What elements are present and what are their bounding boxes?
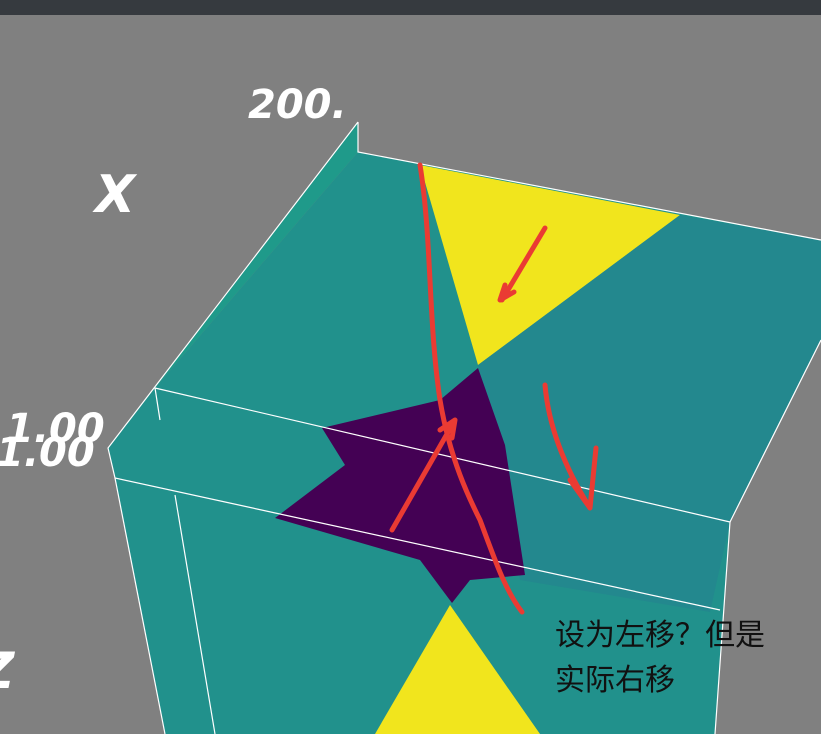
volume-box [107, 121, 821, 734]
axis-label: Z [0, 642, 16, 700]
box-edge [107, 121, 721, 611]
drawn-arrow [389, 417, 458, 533]
axis-label: X [92, 165, 138, 225]
annotation-text: 设为左移？但是 [555, 618, 765, 653]
axis-tick-label: 1.00 [6, 406, 105, 452]
annotations: 设为左移？但是 实际右移 [389, 162, 765, 698]
top-bar [0, 0, 821, 15]
annotation-text: 实际右移 [555, 663, 675, 698]
box-edge [174, 494, 216, 734]
yellow-region [420, 165, 680, 365]
yellow-region-lower [375, 605, 540, 734]
axis-tick-label: 200. [248, 82, 347, 128]
purple-region [275, 368, 525, 603]
box-edge [114, 477, 166, 734]
axis-tick-label: 1.00 [0, 430, 95, 476]
box-edge [357, 122, 821, 241]
box-edge [729, 339, 821, 523]
drawn-arrow [542, 382, 599, 511]
teal-region [478, 215, 821, 612]
box-edge [154, 387, 161, 421]
drawn-arrow [497, 225, 548, 303]
drawn-line [417, 162, 525, 615]
